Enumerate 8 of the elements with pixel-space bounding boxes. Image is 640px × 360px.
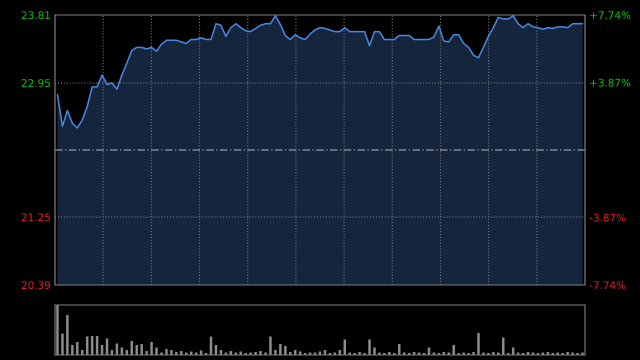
y2-tick-label: -7.74% <box>590 281 626 290</box>
y-tick-label: 20.39 <box>22 281 50 290</box>
y2-tick-label: +7.74% <box>590 11 630 20</box>
y2-tick-label: +3.87% <box>590 78 630 87</box>
y-tick-label: 23.81 <box>22 11 50 20</box>
y-tick-label: 21.25 <box>22 213 50 222</box>
y-tick-label: 22.95 <box>22 79 50 87</box>
y2-tick-label: -3.87% <box>590 214 626 222</box>
